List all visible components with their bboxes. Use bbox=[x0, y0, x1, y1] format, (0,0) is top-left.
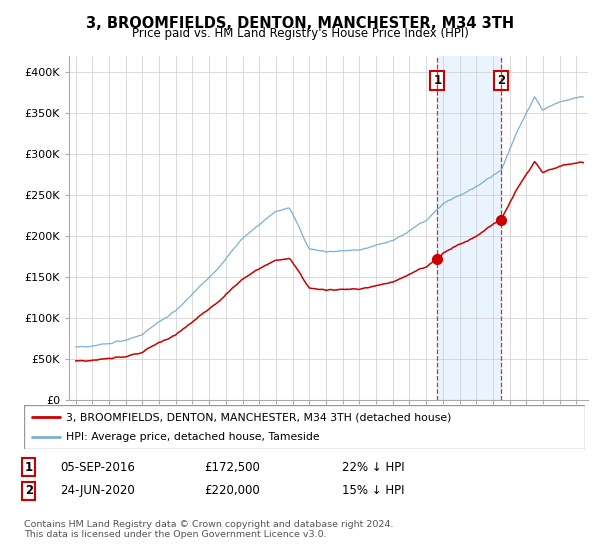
Text: Contains HM Land Registry data © Crown copyright and database right 2024.
This d: Contains HM Land Registry data © Crown c… bbox=[24, 520, 394, 539]
Text: 2: 2 bbox=[497, 74, 505, 87]
Text: Price paid vs. HM Land Registry's House Price Index (HPI): Price paid vs. HM Land Registry's House … bbox=[131, 27, 469, 40]
Text: £220,000: £220,000 bbox=[204, 484, 260, 497]
Text: HPI: Average price, detached house, Tameside: HPI: Average price, detached house, Tame… bbox=[66, 432, 320, 442]
FancyBboxPatch shape bbox=[24, 405, 585, 449]
Text: 1: 1 bbox=[25, 461, 33, 474]
Text: 05-SEP-2016: 05-SEP-2016 bbox=[60, 461, 135, 474]
Text: 15% ↓ HPI: 15% ↓ HPI bbox=[342, 484, 404, 497]
Text: £172,500: £172,500 bbox=[204, 461, 260, 474]
Text: 2: 2 bbox=[25, 484, 33, 497]
Text: 3, BROOMFIELDS, DENTON, MANCHESTER, M34 3TH: 3, BROOMFIELDS, DENTON, MANCHESTER, M34 … bbox=[86, 16, 514, 31]
Text: 24-JUN-2020: 24-JUN-2020 bbox=[60, 484, 135, 497]
Text: 3, BROOMFIELDS, DENTON, MANCHESTER, M34 3TH (detached house): 3, BROOMFIELDS, DENTON, MANCHESTER, M34 … bbox=[66, 412, 451, 422]
Text: 22% ↓ HPI: 22% ↓ HPI bbox=[342, 461, 404, 474]
Text: 1: 1 bbox=[433, 74, 442, 87]
